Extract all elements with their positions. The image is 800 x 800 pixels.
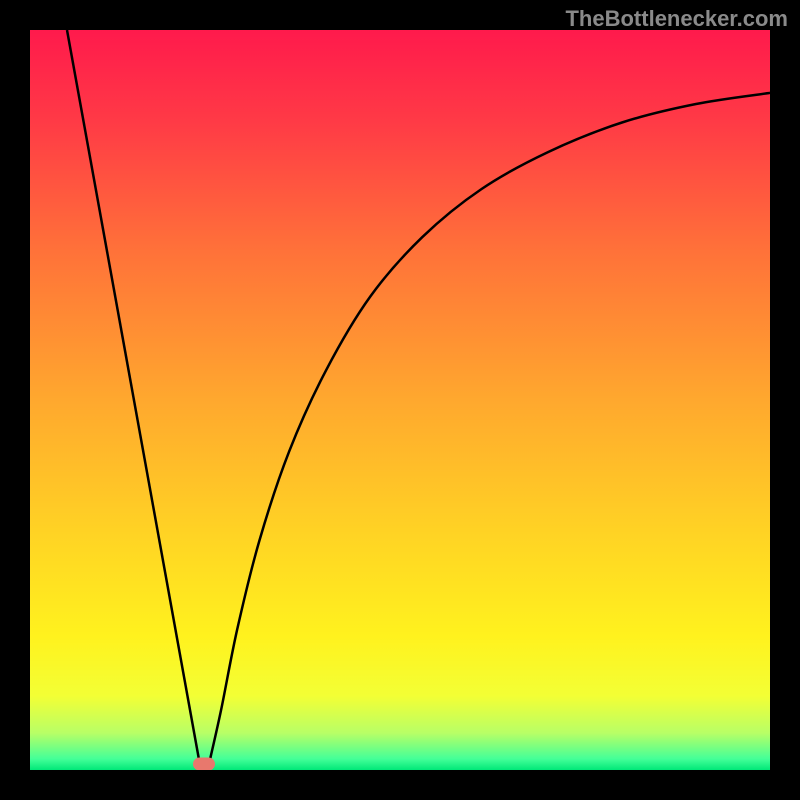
plot-area <box>30 30 770 770</box>
bottleneck-marker <box>193 758 215 770</box>
watermark-text: TheBottlenecker.com <box>565 6 788 32</box>
curve-svg <box>30 30 770 770</box>
left-branch <box>67 30 200 766</box>
right-branch <box>208 93 770 770</box>
chart-container: TheBottlenecker.com <box>0 0 800 800</box>
